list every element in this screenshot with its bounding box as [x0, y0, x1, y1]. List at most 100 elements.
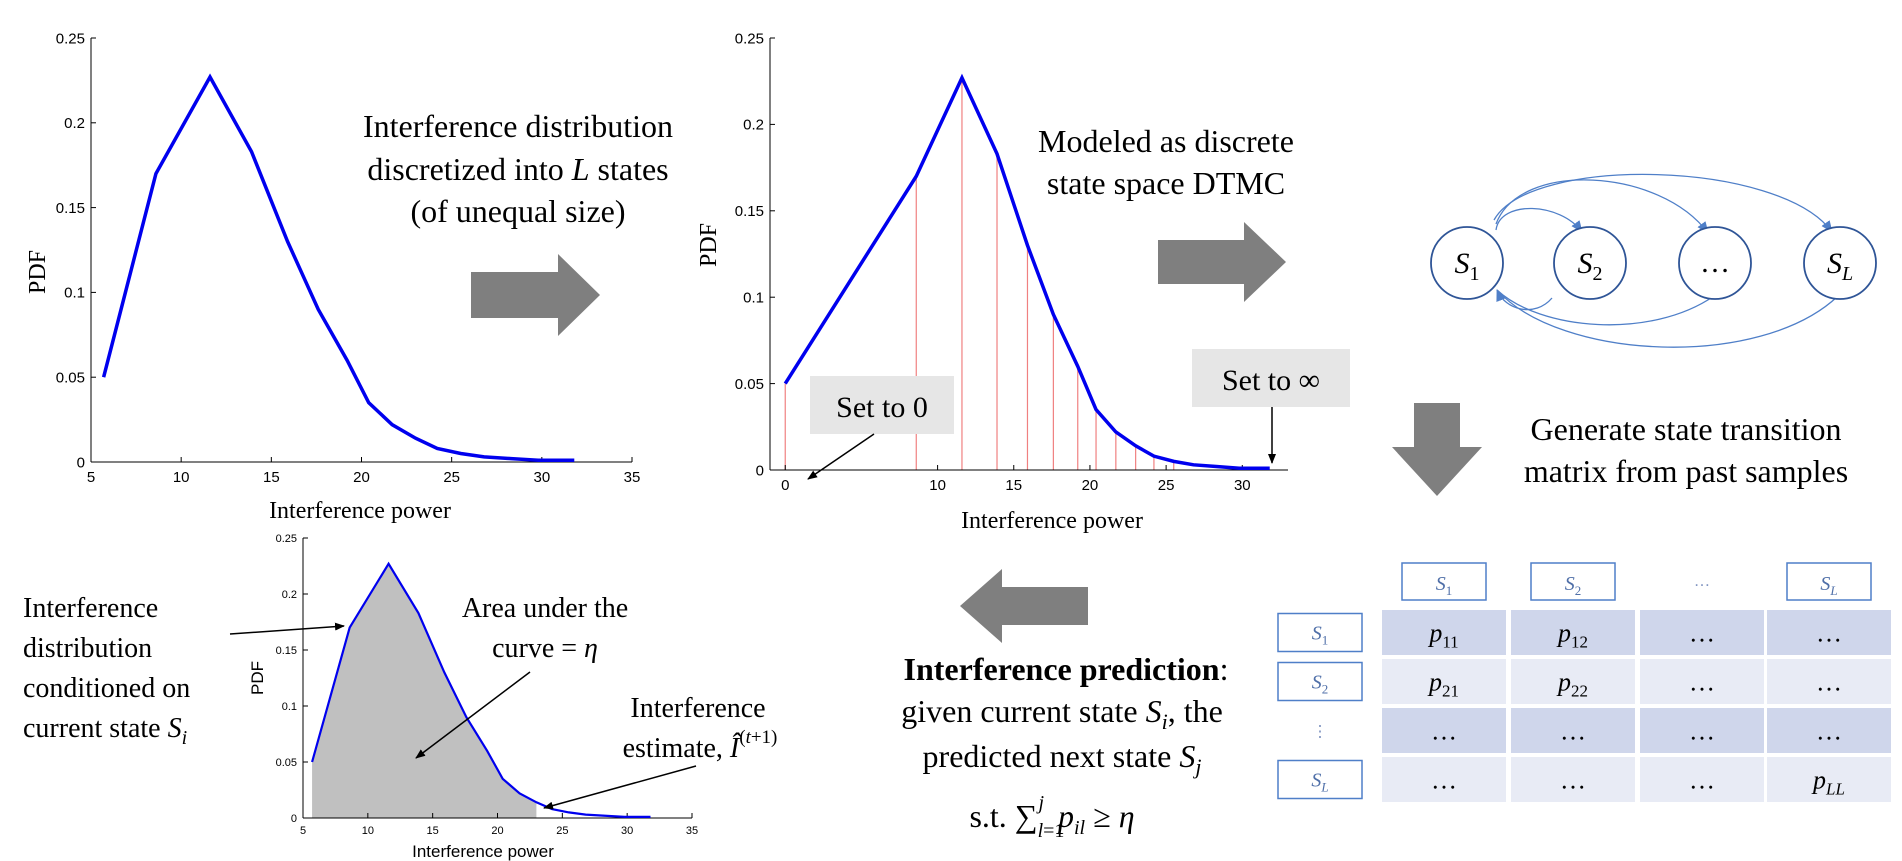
- matrix-cell-value: …: [1689, 668, 1715, 697]
- chart1-y-tick-label: 0.1: [64, 285, 85, 302]
- dtmc-node-sl: SL: [1803, 226, 1877, 300]
- chart3-y-tick-label: 0.15: [276, 645, 297, 657]
- generate-text: Generate state transition matrix from pa…: [1524, 411, 1848, 489]
- matrix-cell: [1640, 757, 1764, 802]
- edge-s1-dots: [1495, 179, 1709, 234]
- chart2-x-tick-label: 0: [781, 477, 789, 494]
- chart2-y-tick-label: 0.15: [735, 203, 764, 220]
- chart2-x-tick-label: 30: [1234, 477, 1251, 494]
- transition-matrix: S1 S2 … SL S1 S2 ⋮ SL p11 p12 … … p21 p22 … … … … … … … … … pLL: [1277, 562, 1891, 802]
- chart3-x-tick-label: 35: [686, 825, 698, 837]
- chart3-x-tick-label: 25: [556, 825, 568, 837]
- edge-s2-s1: [1496, 289, 1553, 311]
- estimate-line-1: Interference: [630, 693, 765, 724]
- generate-line-1: Generate state transition: [1531, 411, 1842, 447]
- chart2-pdf-curve: [783, 73, 1270, 471]
- chart1-y-tick-label: 0.15: [56, 200, 85, 217]
- chart3-ylabel: PDF: [248, 661, 267, 695]
- matrix-cell-value: …: [1689, 717, 1715, 746]
- matrix-cell-value: p12: [1556, 619, 1588, 652]
- chart1-y-tick-label: 0.25: [56, 30, 85, 47]
- chart2-x-tick-label: 10: [929, 477, 946, 494]
- matrix-row-header-box: [1277, 612, 1363, 653]
- matrix-cell: [1382, 757, 1506, 802]
- area-text: Area under the curve = η: [462, 593, 628, 664]
- chart2-y-tick-label: 0.2: [743, 117, 764, 134]
- matrix-col-header: S2: [1565, 573, 1582, 598]
- chart2-x-tick-label: 20: [1082, 477, 1099, 494]
- edge-s1-sl: [1493, 173, 1833, 233]
- discretize-text: Interference distribution discretized in…: [363, 108, 673, 229]
- discretize-line-2: discretized into L states: [367, 151, 668, 187]
- matrix-cell-value: …: [1431, 717, 1457, 746]
- matrix-cell: [1511, 757, 1635, 802]
- matrix-cell: [1640, 708, 1764, 753]
- estimate-pointer: [543, 765, 697, 810]
- matrix-row-header-box: [1277, 759, 1363, 800]
- matrix-cell-value: …: [1431, 766, 1457, 795]
- prediction-line-4: s.t. ∑l=1j pil ≥ η: [969, 792, 1134, 842]
- big-arrow-down: [1392, 403, 1482, 496]
- chart1-x-tick-label: 25: [443, 469, 460, 486]
- chart3-y-tick-label: 0: [291, 813, 297, 825]
- discretize-line-3: (of unequal size): [410, 193, 625, 229]
- dtmc-diagram: S1 S2 … SL: [1430, 173, 1877, 348]
- big-arrow-left: [960, 569, 1088, 643]
- chart2-x-tick-label: 25: [1158, 477, 1175, 494]
- chart1-pdf-curve: [101, 73, 575, 463]
- chart3-xlabel: Interference power: [412, 842, 554, 861]
- matrix-cell: [1767, 610, 1891, 655]
- matrix-cell-value: pLL: [1811, 766, 1845, 799]
- chart3-y-tick-label: 0.1: [282, 701, 297, 713]
- set-to-inf-callout: [1192, 349, 1350, 407]
- chart2-y-tick-label: 0.25: [735, 30, 764, 47]
- edge-dots-s1: [1496, 289, 1715, 326]
- prediction-text: Interference prediction: given current s…: [901, 651, 1228, 842]
- chart2-y-tick-label: 0: [756, 462, 764, 479]
- matrix-col-header-box: [1401, 562, 1487, 601]
- matrix-cell: [1382, 610, 1506, 655]
- cond-dist-line-1: Interference: [23, 593, 158, 624]
- dtmc-node-s2: S2: [1553, 226, 1627, 300]
- chart3-y-tick-label: 0.25: [276, 533, 297, 545]
- chart1-x-tick-label: 10: [173, 469, 190, 486]
- chart1-x-tick-label: 15: [263, 469, 280, 486]
- matrix-col-header-box: [1530, 562, 1616, 601]
- matrix-cell: [1640, 610, 1764, 655]
- chart3-y-tick-label: 0.2: [282, 589, 297, 601]
- prediction-line-1: Interference prediction:: [904, 651, 1229, 687]
- dtmc-node-sl-label: SL: [1827, 247, 1853, 285]
- prediction-line-3: predicted next state Sj: [923, 738, 1202, 779]
- dtmc-line-1: Modeled as discrete: [1038, 123, 1294, 159]
- cond-dist-pointer: [229, 622, 345, 635]
- matrix-cell: [1511, 610, 1635, 655]
- cond-dist-text: Interference distribution conditioned on…: [23, 593, 190, 749]
- estimate-line-2: estimate, Î(t+1): [623, 727, 778, 764]
- matrix-row-header: S1: [1312, 623, 1329, 648]
- chart1-ylabel: PDF: [25, 250, 51, 294]
- chart1-y-tick-label: 0: [77, 454, 85, 471]
- chart3-x-tick-label: 15: [427, 825, 439, 837]
- matrix-cell-value: …: [1816, 619, 1842, 648]
- matrix-cell-value: p21: [1427, 668, 1459, 701]
- matrix-cell-value: …: [1560, 717, 1586, 746]
- prediction-line-2: given current state Si, the: [901, 693, 1223, 734]
- area-pointer: [415, 671, 531, 759]
- edge-s1-s2: [1495, 207, 1583, 233]
- dtmc-line-2: state space DTMC: [1047, 165, 1285, 201]
- chart3-x-tick-label: 30: [621, 825, 633, 837]
- chart-conditioned-pdf: 5 10 15 20 25 30 35 0 0.05 0.1 0.15 0.2 0.25 PDF Int…: [248, 533, 698, 861]
- dtmc-node-dots: …: [1678, 226, 1752, 300]
- matrix-cell-value: p11: [1427, 619, 1458, 652]
- chart3-x-tick-label: 5: [300, 825, 306, 837]
- dtmc-node-s1: S1: [1430, 226, 1504, 300]
- matrix-col-header: S1: [1436, 573, 1453, 598]
- chart1-x-tick-label: 20: [353, 469, 370, 486]
- chart3-shaded-area: [312, 563, 537, 818]
- chart1-y-tick-label: 0.2: [64, 115, 85, 132]
- estimate-text: Interference estimate, Î(t+1): [623, 693, 778, 764]
- matrix-cell: [1382, 708, 1506, 753]
- matrix-col-header-box: [1786, 562, 1872, 601]
